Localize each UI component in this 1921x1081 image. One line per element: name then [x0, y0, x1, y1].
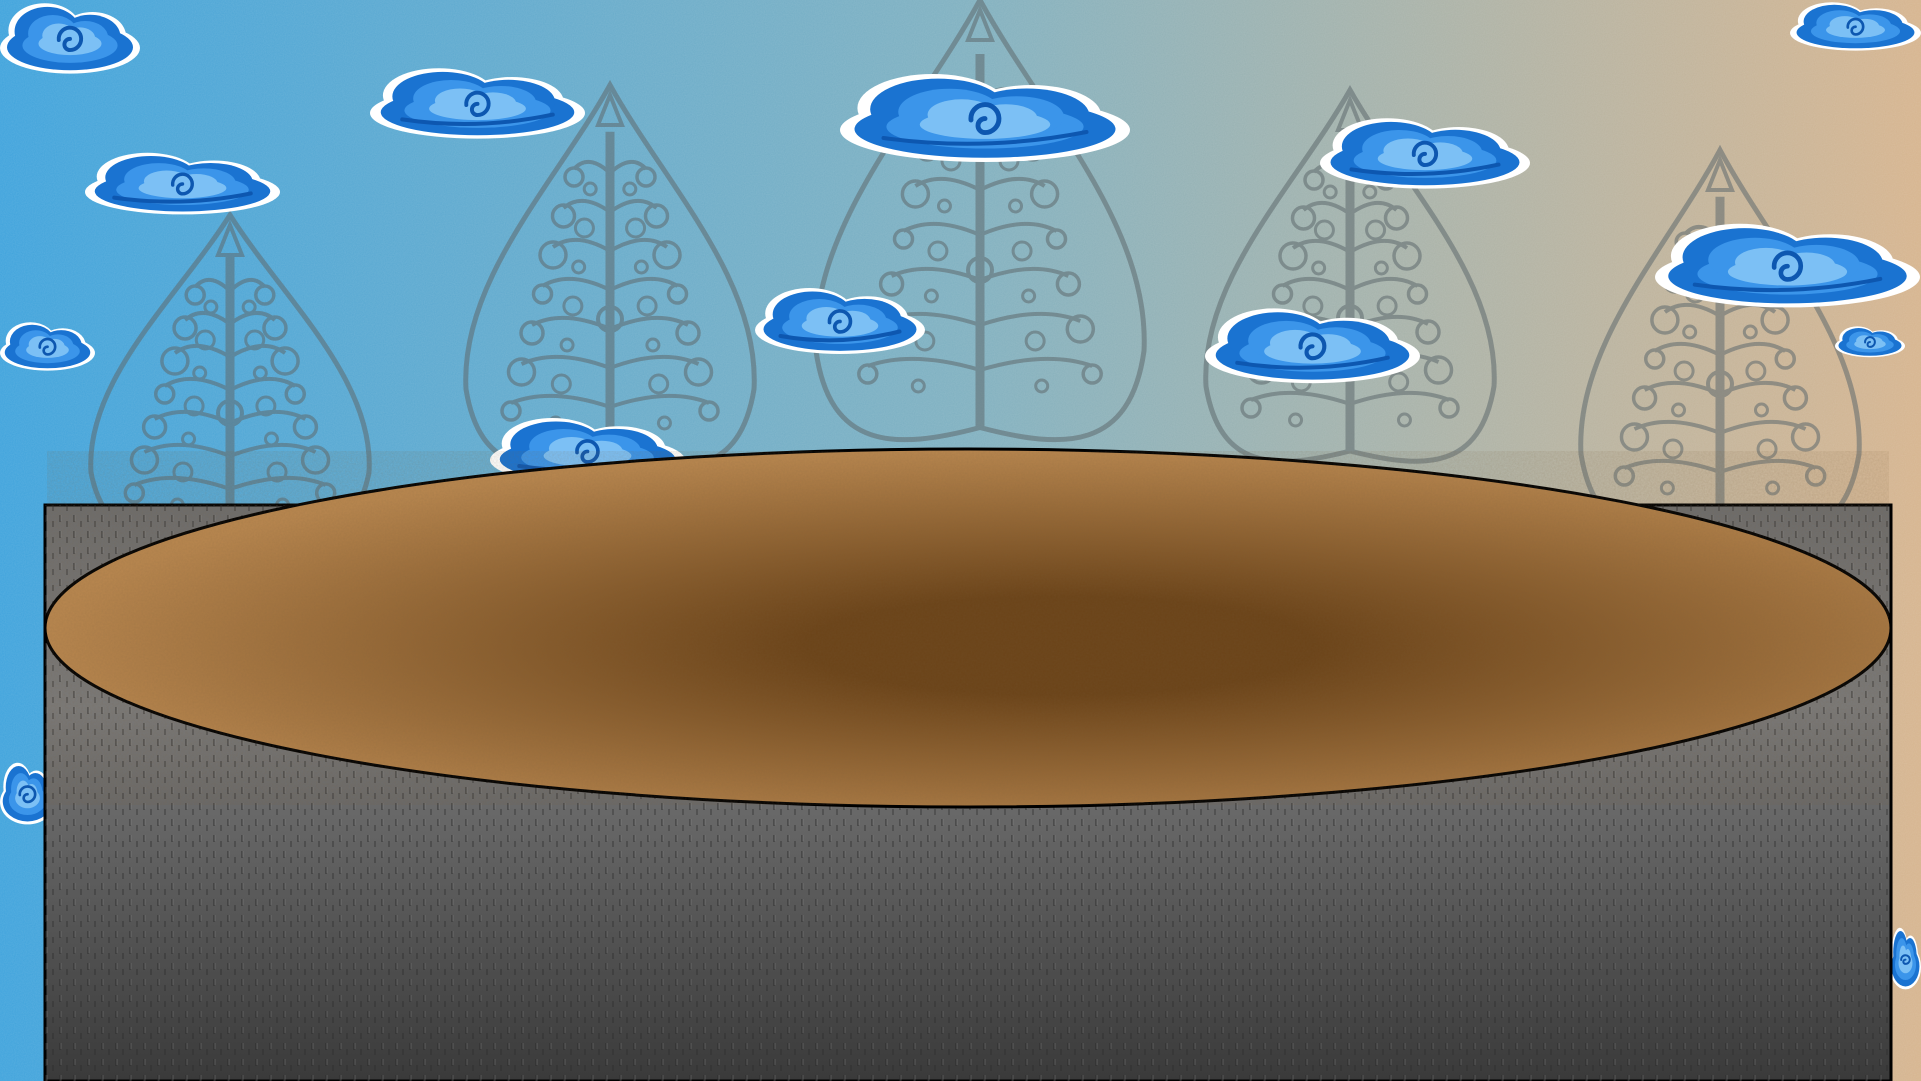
- mega-mendung-cloud: [85, 152, 280, 215]
- mega-mendung-cloud: [0, 3, 140, 74]
- mega-mendung-cloud: [1655, 223, 1920, 308]
- mega-mendung-cloud: [1205, 308, 1420, 384]
- pedestal: [43, 447, 1893, 1081]
- mega-mendung-cloud: [840, 74, 1130, 162]
- gunungan-silhouette: [463, 79, 757, 469]
- cloud-layer: [0, 2, 1921, 990]
- mega-mendung-cloud: [0, 322, 95, 371]
- pedestal-top-texture: [47, 451, 1889, 805]
- mega-mendung-cloud: [755, 288, 925, 354]
- mega-mendung-cloud: [1835, 326, 1905, 358]
- mega-mendung-cloud: [0, 762, 55, 825]
- mega-mendung-cloud: [1890, 927, 1921, 990]
- mega-mendung-cloud: [1790, 2, 1921, 51]
- mega-mendung-cloud: [1320, 118, 1530, 189]
- mega-mendung-cloud: [370, 68, 585, 139]
